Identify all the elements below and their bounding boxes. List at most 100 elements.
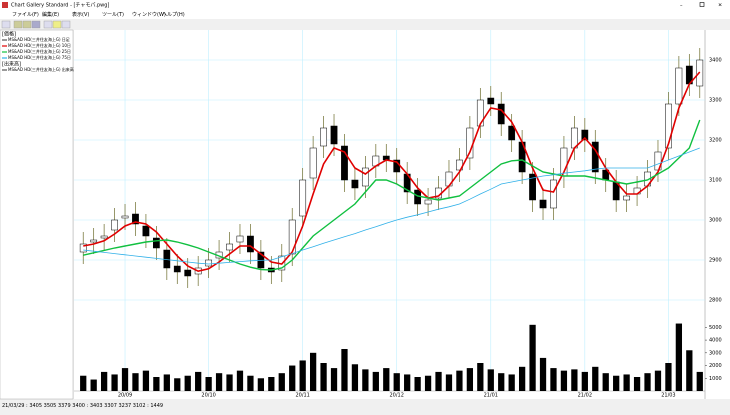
volume-bar: [174, 378, 181, 391]
candle-body: [351, 179, 359, 189]
legend-label: MS&AD HD(三井住友海上G) 10日: [8, 42, 71, 48]
volume-bar: [581, 371, 588, 391]
volume-bar: [414, 377, 421, 391]
candle-body: [539, 199, 547, 209]
candle-body: [497, 103, 505, 125]
legend-label: MS&AD HD(三井住友海上G) 日足: [8, 36, 70, 42]
volume-bar: [205, 377, 212, 391]
volume-bar: [163, 374, 170, 391]
volume-tick-label: 5000: [709, 325, 722, 331]
menu-item[interactable]: 表示(V): [72, 11, 89, 18]
tool-button[interactable]: [22, 20, 32, 29]
candle-body: [90, 239, 98, 243]
y-tick-label: 3000: [709, 218, 722, 224]
y-tick-label: 2800: [709, 298, 722, 304]
volume-bar: [654, 370, 662, 391]
volume-bar: [445, 374, 453, 391]
tool-button[interactable]: [61, 20, 71, 29]
volume-bar: [456, 370, 463, 391]
candle-body: [320, 127, 327, 147]
status-text: 21/03/29 : 3405 3505 3379 3400 : 3403 33…: [2, 403, 163, 409]
volume-bar: [90, 379, 97, 391]
candle-body: [100, 235, 108, 239]
tool-button[interactable]: [1, 20, 11, 29]
candle-body: [142, 225, 150, 237]
legend-label: MS&AD HD(三井住友海上G) 25日: [8, 48, 71, 54]
volume-bar: [644, 373, 651, 391]
app-icon: [2, 2, 8, 8]
volume-bar: [665, 363, 672, 391]
volume-bar: [696, 371, 703, 391]
volume-bar: [560, 370, 568, 391]
volume-bar: [268, 377, 275, 391]
candle-body: [487, 97, 495, 105]
candle-body: [205, 259, 213, 267]
volume-bar: [330, 368, 338, 391]
volume-bar: [466, 368, 474, 391]
maximize-button[interactable]: [699, 2, 705, 7]
chart-area: [74, 30, 730, 399]
volume-bar: [539, 357, 547, 391]
volume-bar: [320, 363, 327, 391]
candle-body: [152, 237, 160, 249]
menu-item[interactable]: ツール(T): [102, 12, 124, 18]
volume-bar: [351, 364, 359, 391]
volume-bar: [633, 377, 641, 391]
volume-bar: [675, 323, 683, 391]
menu-item[interactable]: ウィンドウ(W): [132, 11, 166, 18]
candle-body: [591, 141, 599, 173]
volume-bar: [226, 374, 233, 391]
candle-body: [173, 265, 181, 273]
volume-bar: [247, 375, 254, 391]
candle-body: [132, 213, 139, 225]
menu-item[interactable]: ヘルプ(H): [162, 12, 185, 18]
legend-label: MS&AD HD(三井住友海上G) 75日: [8, 54, 71, 60]
volume-bar: [184, 375, 191, 391]
candle-body: [361, 167, 369, 187]
tool-button[interactable]: [31, 20, 41, 29]
candle-body: [299, 179, 307, 217]
volume-bar: [236, 370, 244, 391]
volume-bar: [299, 360, 306, 391]
volume-bar: [132, 373, 139, 391]
x-tick-label: 21/02: [578, 393, 592, 399]
window-title: Chart Gallery Standard - [チャモパ.pwg]: [11, 3, 109, 9]
menu-bar: [0, 10, 730, 19]
x-tick-label: 21/01: [484, 393, 498, 399]
volume-bar: [477, 363, 484, 391]
close-button[interactable]: ✕: [718, 3, 722, 9]
tool-button[interactable]: [52, 20, 62, 29]
volume-bar: [435, 371, 442, 391]
volume-bar: [602, 373, 609, 391]
candle-body: [236, 235, 244, 243]
tool-button[interactable]: [43, 20, 53, 29]
volume-bar: [80, 375, 87, 391]
candle-body: [665, 103, 672, 149]
volume-bar: [529, 324, 536, 391]
candle-body: [508, 125, 516, 141]
minimize-button[interactable]: –: [680, 3, 683, 9]
volume-bar: [111, 374, 118, 391]
candle-body: [226, 243, 233, 251]
menu-item[interactable]: ファイル(F): [12, 12, 39, 18]
volume-bar: [404, 374, 411, 391]
volume-bar: [424, 375, 432, 391]
volume-bar: [341, 349, 348, 391]
candle-body: [581, 129, 589, 141]
y-tick-label: 3400: [709, 58, 722, 64]
menu-item[interactable]: 編集(E): [42, 11, 59, 18]
tool-button[interactable]: [13, 20, 23, 29]
x-tick-label: 20/11: [295, 393, 309, 399]
x-tick-label: 20/12: [390, 393, 404, 399]
y-tick-label: 3200: [709, 138, 722, 144]
volume-bar: [372, 371, 379, 391]
moving-average-line: [83, 147, 700, 265]
candle-body: [675, 67, 683, 105]
volume-bar: [121, 368, 129, 391]
candle-body: [529, 173, 536, 201]
volume-bar: [142, 370, 150, 391]
candle-body: [424, 199, 432, 205]
volume-bar: [550, 368, 557, 391]
volume-bar: [613, 375, 620, 391]
candle-body: [184, 269, 192, 277]
